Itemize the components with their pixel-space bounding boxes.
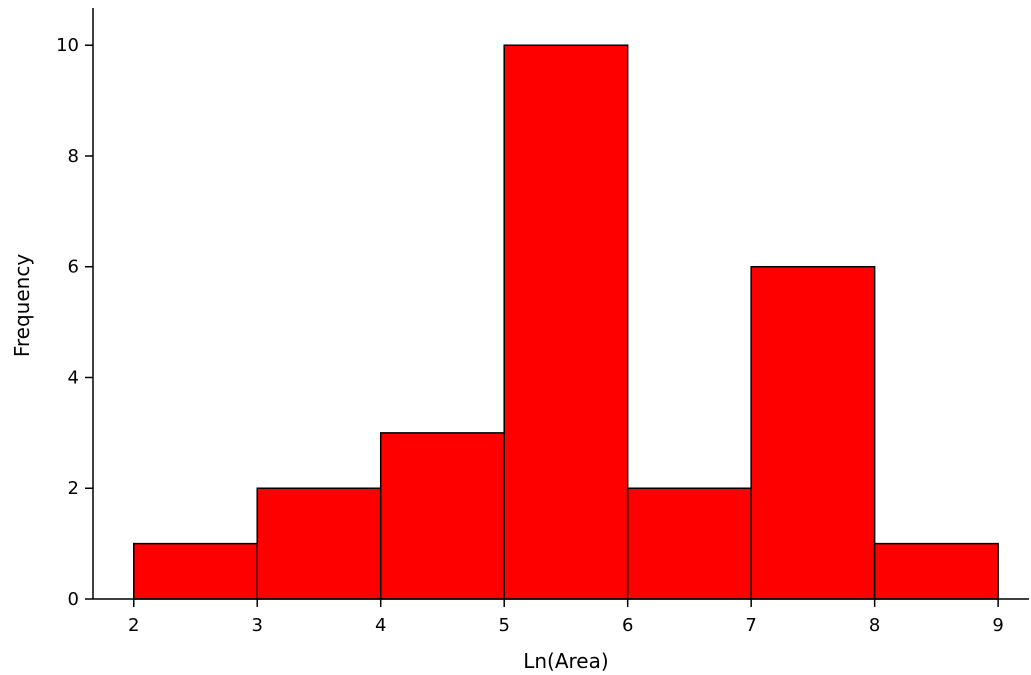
x-tick-label-7: 9: [992, 615, 1003, 636]
histogram-bar-7: [873, 542, 999, 600]
x-axis-title: Ln(Area): [523, 649, 608, 673]
histogram-bar-2: [256, 487, 382, 600]
histogram-bar-5: [626, 487, 752, 600]
x-tick-label-4: 6: [622, 615, 633, 636]
x-tick-label-2: 4: [375, 615, 386, 636]
x-tick-label-3: 5: [498, 615, 509, 636]
y-tick-label-3: 6: [68, 257, 79, 278]
axes-layer: [92, 8, 1029, 600]
x-tick-label-0: 2: [128, 615, 139, 636]
histogram-bar-1: [132, 542, 258, 600]
y-tick-label-2: 4: [68, 367, 79, 388]
histogram-bar-6: [750, 265, 876, 600]
bars-layer: [132, 44, 999, 600]
y-axis-title: Frequency: [10, 254, 34, 357]
x-tick-label-5: 7: [745, 615, 756, 636]
y-tick-label-5: 10: [56, 35, 79, 56]
x-tick-label-1: 3: [252, 615, 263, 636]
y-ticks-layer: 0 2 4 6 8 10: [56, 35, 93, 610]
y-tick-label-0: 0: [68, 589, 79, 610]
x-ticks-layer: 2 3 4 5 6 7 8 9: [128, 599, 1004, 636]
x-tick-label-6: 8: [869, 615, 880, 636]
y-tick-label-4: 8: [68, 146, 79, 167]
histogram-bar-3: [379, 432, 505, 600]
histogram-bar-4: [503, 44, 629, 600]
y-tick-label-1: 2: [68, 478, 79, 499]
